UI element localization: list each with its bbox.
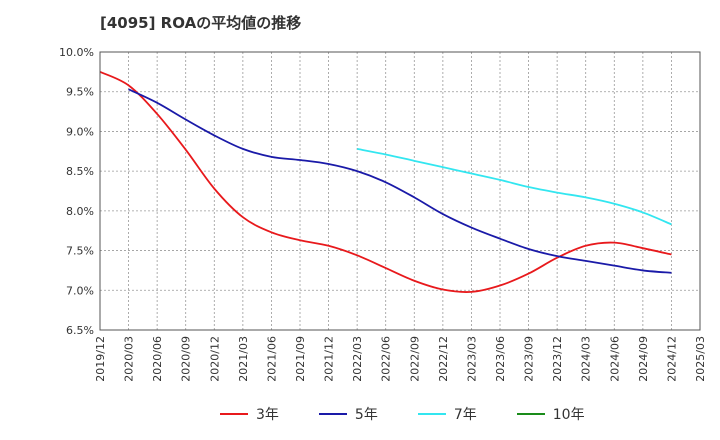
legend-swatch (516, 413, 545, 415)
legend-label: 7年 (453, 407, 477, 423)
legend-item-1: 5年 (318, 404, 378, 424)
legend-swatch (318, 413, 347, 415)
series-line-2 (356, 148, 672, 226)
x-tick-label: 2021/03 (237, 336, 250, 382)
legend-item-3: 10年 (516, 404, 585, 424)
legend-label: 3年 (256, 407, 279, 423)
x-tick-label: 2022/12 (437, 336, 450, 382)
y-tick-label: 7.0% (66, 284, 94, 297)
series-line-0 (99, 71, 672, 293)
x-tick-label: 2019/12 (94, 336, 107, 382)
chart-title: [4095] ROAの平均値の推移 (100, 14, 302, 32)
x-tick-label: 2024/06 (608, 336, 621, 382)
x-tick-label: 2020/12 (208, 336, 221, 382)
y-tick-label: 9.5% (66, 86, 94, 99)
y-tick-label: 7.5% (66, 245, 94, 258)
x-tick-label: 2021/09 (294, 336, 307, 382)
x-tick-label: 2023/06 (494, 336, 507, 382)
x-tick-label: 2020/09 (180, 336, 193, 382)
y-axis-ticks: 10.0% 9.5% 9.0% 8.5% 8.0% 7.5% 7.0% 6.5% (59, 46, 94, 337)
y-tick-label: 8.5% (66, 165, 94, 178)
legend-item-0: 3年 (220, 404, 279, 424)
x-tick-label: 2021/06 (265, 336, 278, 382)
x-tick-label: 2022/06 (380, 336, 393, 382)
x-tick-label: 2023/12 (551, 336, 564, 382)
x-tick-label: 2024/12 (665, 336, 678, 382)
y-tick-label: 9.0% (66, 125, 94, 138)
x-tick-label: 2023/03 (465, 336, 478, 382)
x-tick-label: 2025/03 (694, 336, 707, 382)
legend-swatch (220, 413, 248, 415)
legend-label: 10年 (552, 407, 585, 423)
y-tick-label: 10.0% (59, 46, 94, 59)
legend: 3年 5年 7年 10年 (220, 404, 585, 424)
x-tick-label: 2023/09 (523, 336, 536, 382)
grid-lines (99, 51, 701, 331)
plot-frame (99, 51, 701, 331)
y-tick-label: 8.0% (66, 205, 94, 218)
series-lines (99, 71, 672, 293)
x-tick-label: 2020/03 (123, 336, 136, 382)
x-tick-label: 2024/09 (637, 336, 650, 382)
x-axis-ticks: 2019/12 2020/03 2020/06 2020/09 2020/12 2021/… (94, 336, 707, 382)
x-tick-label: 2022/03 (351, 336, 364, 382)
series-line-1 (128, 88, 672, 274)
legend-swatch (417, 413, 446, 415)
x-tick-label: 2024/03 (580, 336, 593, 382)
legend-label: 5年 (354, 407, 378, 423)
x-tick-label: 2021/12 (323, 336, 336, 382)
y-tick-label: 6.5% (66, 324, 94, 337)
x-tick-label: 2022/09 (408, 336, 421, 382)
legend-item-2: 7年 (417, 404, 477, 424)
x-tick-label: 2020/06 (151, 336, 164, 382)
